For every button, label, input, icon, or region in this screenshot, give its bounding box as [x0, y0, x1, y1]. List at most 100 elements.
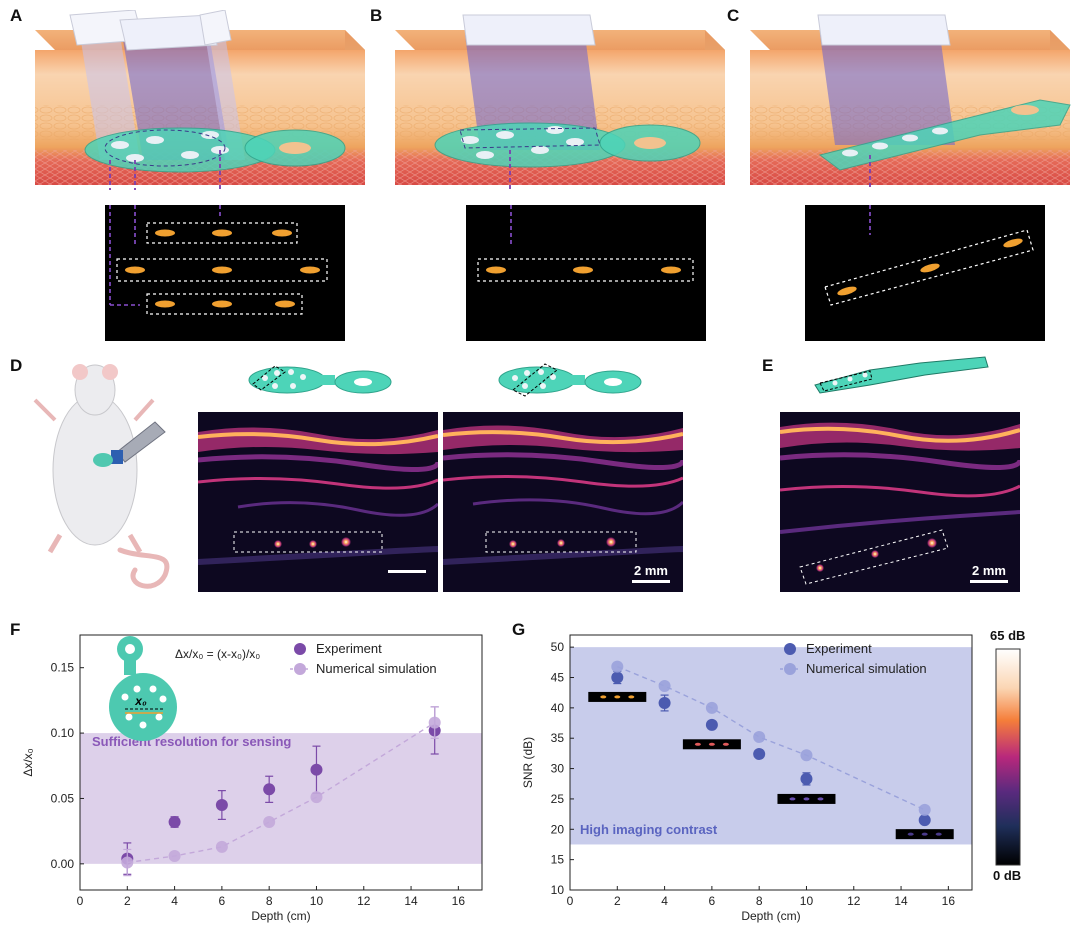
thumbnail-target: [628, 695, 635, 699]
highlight-region: [80, 733, 482, 864]
legend-marker: [294, 643, 306, 655]
inset-x0-label: x₀: [134, 694, 147, 708]
scalebar-e-label: 2 mm: [972, 563, 1006, 578]
legend-marker: [294, 663, 306, 675]
x-tick-label: 8: [756, 894, 763, 908]
x-tick-label: 12: [357, 894, 371, 908]
y-tick-label: 0.15: [51, 661, 75, 675]
chart-g: High imaging contrast 0 2 4 6 8 10 12 14 16 10 15 20…: [521, 634, 973, 923]
x-tick-label: 4: [171, 894, 178, 908]
thumbnail-target: [921, 832, 928, 836]
x-tick-label: 14: [894, 894, 908, 908]
scalebar-e: 2 mm: [970, 563, 1008, 583]
panel-label-g: G: [512, 620, 526, 639]
us-image-e: [780, 412, 1020, 592]
region-label: Sufficient resolution for sensing: [92, 734, 291, 749]
x-tick-label: 6: [709, 894, 716, 908]
x-tick-label: 0: [77, 894, 84, 908]
scalebar-d2-label: 2 mm: [634, 563, 668, 578]
x-tick-label: 2: [614, 894, 621, 908]
experiment-point: [263, 783, 276, 796]
thumbnail-target: [803, 797, 810, 801]
tissue-schematic-c: [750, 14, 1071, 190]
x-tick-label: 0: [567, 894, 574, 908]
colorbar: [995, 648, 1021, 866]
simulation-point: [215, 840, 228, 853]
arrows-a: [109, 205, 328, 315]
x-tick-label: 8: [266, 894, 273, 908]
y-tick-label: 15: [551, 853, 565, 867]
colorbar-min-label: 0 dB: [993, 868, 1022, 883]
panel-label-a: A: [10, 6, 23, 25]
x-tick-label: 2: [124, 894, 131, 908]
legend-marker: [784, 643, 796, 655]
x-tick-label: 10: [310, 894, 324, 908]
y-tick-label: 0.10: [51, 726, 75, 740]
panel-label-c: C: [727, 6, 740, 25]
device-icon-d1: [248, 365, 392, 394]
y-tick-label: 25: [551, 792, 565, 806]
experiment-point: [215, 799, 228, 811]
thumbnail-target: [907, 832, 914, 836]
region-label: High imaging contrast: [580, 822, 718, 837]
y-tick-label: 10: [551, 883, 565, 897]
x-axis-label: Depth (cm): [251, 909, 310, 923]
x-tick-label: 12: [847, 894, 861, 908]
simulation-line: [127, 722, 436, 864]
y-tick-label: 35: [551, 731, 565, 745]
thumbnail-target: [614, 695, 621, 699]
plot-frame: [79, 634, 483, 891]
y-tick-label: 40: [551, 701, 565, 715]
x-tick-label: 16: [452, 894, 466, 908]
x-tick-label: 16: [942, 894, 956, 908]
experiment-point: [310, 763, 323, 776]
x-tick-label: 4: [661, 894, 668, 908]
legend-marker: [784, 663, 796, 675]
thumbnail-target: [817, 797, 824, 801]
rat-illustration: [33, 364, 170, 589]
thumbnail-target: [708, 742, 715, 746]
tissue-schematic-b: [395, 14, 725, 190]
x-axis-label: Depth (cm): [741, 909, 800, 923]
panel-label-e: E: [762, 356, 774, 375]
panel-label-f: F: [10, 620, 21, 639]
experiment-point: [658, 697, 671, 709]
simulation-point: [611, 660, 624, 673]
simulation-point: [753, 731, 766, 743]
y-axis-label: Δx/x₀: [21, 748, 35, 776]
y-tick-label: 30: [551, 762, 565, 776]
x-tick-label: 10: [800, 894, 814, 908]
thumbnail-target: [789, 797, 796, 801]
experiment-point: [800, 772, 813, 785]
y-tick-label: 20: [551, 822, 565, 836]
arrows-b: [477, 205, 694, 282]
panel-label-b: B: [370, 6, 383, 25]
experiment-point: [705, 718, 718, 731]
plot-frame: [569, 634, 973, 891]
thumbnail-target: [935, 832, 942, 836]
legend-label: Experiment: [316, 641, 382, 656]
x-tick-label: 14: [404, 894, 418, 908]
us-schematic-c: [805, 205, 1045, 341]
y-tick-label: 45: [551, 671, 565, 685]
formula-label: Δx/x₀ = (x-x₀)/x₀: [175, 647, 260, 661]
x-tick-label: 6: [219, 894, 226, 908]
colorbar-max-label: 65 dB: [990, 628, 1026, 643]
inset-device-icon: x₀: [109, 636, 177, 741]
simulation-point: [705, 701, 718, 714]
experiment-point: [611, 671, 624, 684]
simulation-point: [918, 803, 931, 816]
experiment-point: [918, 814, 931, 827]
y-tick-label: 0.05: [51, 791, 75, 805]
device-icon-e: [814, 356, 989, 394]
experiment-point: [168, 816, 181, 828]
simulation-point: [121, 856, 134, 869]
panel-label-d: D: [10, 356, 23, 375]
thumbnail-target: [600, 695, 607, 699]
legend-label: Experiment: [806, 641, 872, 656]
legend-label: Numerical simulation: [316, 661, 437, 676]
us-image-d2: [443, 412, 683, 592]
thumbnail-target: [694, 742, 701, 746]
tissue-schematic-a: [35, 10, 365, 190]
device-icon-d2: [498, 363, 642, 397]
